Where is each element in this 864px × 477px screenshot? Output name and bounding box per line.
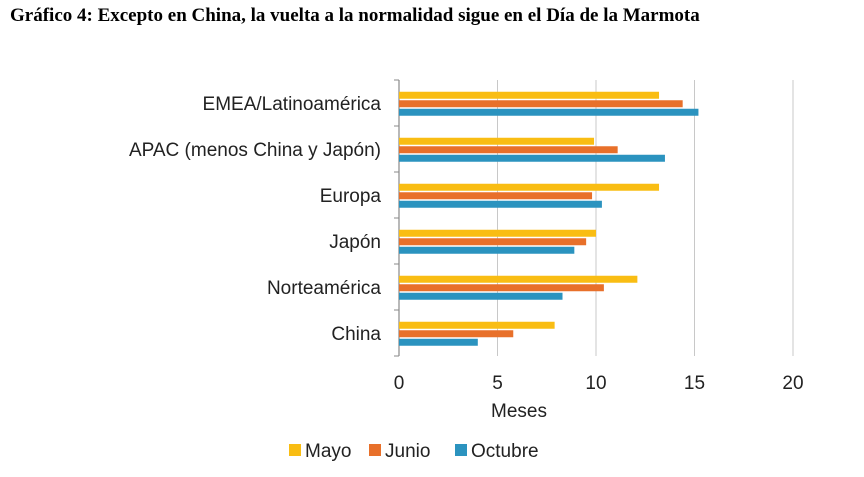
category-labels: EMEA/Latinoamérica APAC (menos China y Ja… [129, 94, 381, 345]
bar-junio [399, 192, 593, 200]
bar-octubre [399, 246, 575, 254]
bar-octubre [399, 108, 699, 116]
x-axis-title: Meses [491, 401, 547, 422]
bar-octubre [399, 154, 665, 162]
category-label: Japón [329, 232, 381, 253]
bar-mayo [399, 321, 555, 329]
legend-swatch-octubre [455, 444, 467, 456]
x-tick-label: 0 [394, 373, 405, 394]
category-label: Europa [320, 186, 382, 207]
category-label: APAC (menos China y Japón) [129, 140, 381, 161]
legend-label-mayo: Mayo [305, 441, 351, 462]
bar-mayo [399, 137, 595, 145]
bar-junio [399, 100, 683, 108]
category-label: China [331, 324, 381, 345]
bar-octubre [399, 200, 602, 208]
bar-mayo [399, 275, 638, 283]
category-label: Norteamérica [267, 278, 381, 299]
bar-junio [399, 284, 604, 292]
x-tick-label: 15 [684, 373, 705, 394]
bar-octubre [399, 292, 563, 300]
bar-junio [399, 238, 587, 246]
bar-mayo [399, 91, 660, 99]
legend-label-octubre: Octubre [471, 441, 539, 462]
bar-mayo [399, 183, 660, 191]
bar-mayo [399, 229, 596, 237]
x-tick-label: 5 [492, 373, 503, 394]
x-tick-label: 20 [782, 373, 803, 394]
bars-group [399, 91, 699, 346]
legend-swatch-mayo [289, 444, 301, 456]
bar-octubre [399, 338, 478, 346]
legend: Mayo Junio Octubre [289, 441, 539, 462]
legend-label-junio: Junio [385, 441, 430, 462]
x-tick-label: 10 [585, 373, 606, 394]
category-label: EMEA/Latinoamérica [203, 94, 382, 115]
bar-junio [399, 146, 618, 154]
x-tick-labels: 0 5 10 15 20 [394, 373, 804, 394]
chart-title: Gráfico 4: Excepto en China, la vuelta a… [10, 5, 700, 26]
bar-junio [399, 330, 514, 338]
gridlines [394, 79, 794, 357]
legend-swatch-junio [369, 444, 381, 456]
